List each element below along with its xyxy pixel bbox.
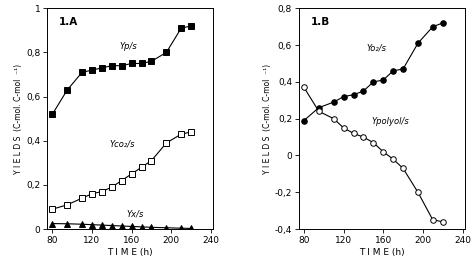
Y-axis label: Y I E L D S  (C-mol. C-mol  ⁻¹): Y I E L D S (C-mol. C-mol ⁻¹): [14, 63, 23, 174]
Text: Ypolyol/s: Ypolyol/s: [371, 117, 409, 126]
Text: 1.B: 1.B: [310, 17, 330, 27]
Text: Yco₂/s: Yco₂/s: [110, 139, 136, 148]
Text: 1.A: 1.A: [59, 17, 78, 27]
X-axis label: T I M E (h): T I M E (h): [107, 248, 153, 257]
Text: Yx/s: Yx/s: [127, 210, 144, 219]
Y-axis label: Y I E L D S  (C-mol. C-mol  ⁻¹): Y I E L D S (C-mol. C-mol ⁻¹): [263, 63, 272, 174]
X-axis label: T I M E (h): T I M E (h): [359, 248, 405, 257]
Text: Yo₂/s: Yo₂/s: [366, 44, 386, 53]
Text: Yp/s: Yp/s: [120, 42, 137, 51]
